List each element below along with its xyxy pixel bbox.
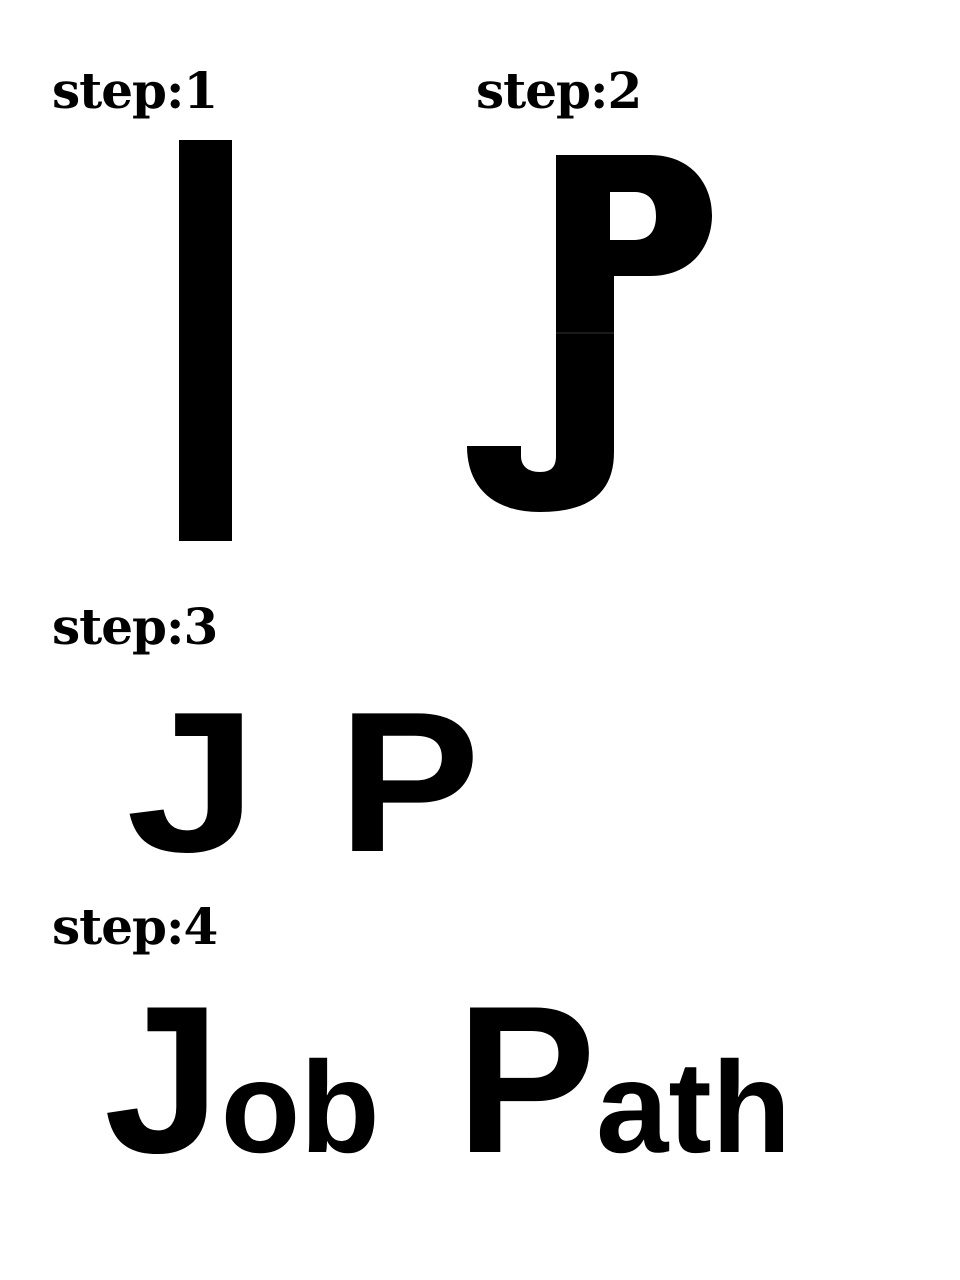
wordmark-ob: ob xyxy=(221,1034,380,1180)
step-3-label: step:3 xyxy=(52,597,218,656)
step-2-label: step:2 xyxy=(476,61,642,120)
wordmark-j: J xyxy=(104,962,221,1197)
step-4-word-job: Job xyxy=(104,962,380,1197)
step-4-label: step:4 xyxy=(52,897,218,956)
step-4-wordmark: Job Path xyxy=(104,962,791,1197)
step-1-bar xyxy=(179,140,232,541)
wordmark-p: P xyxy=(456,962,596,1197)
step-3-letters: J P xyxy=(126,671,480,894)
step-3-letter-p: P xyxy=(338,671,480,894)
step-1-label: step:1 xyxy=(52,61,218,120)
step-3-letter-j: J xyxy=(126,671,258,894)
step-4-word-path: Path xyxy=(456,962,791,1197)
wordmark-ath: ath xyxy=(596,1034,791,1180)
step-2-jp-mark xyxy=(467,155,712,512)
